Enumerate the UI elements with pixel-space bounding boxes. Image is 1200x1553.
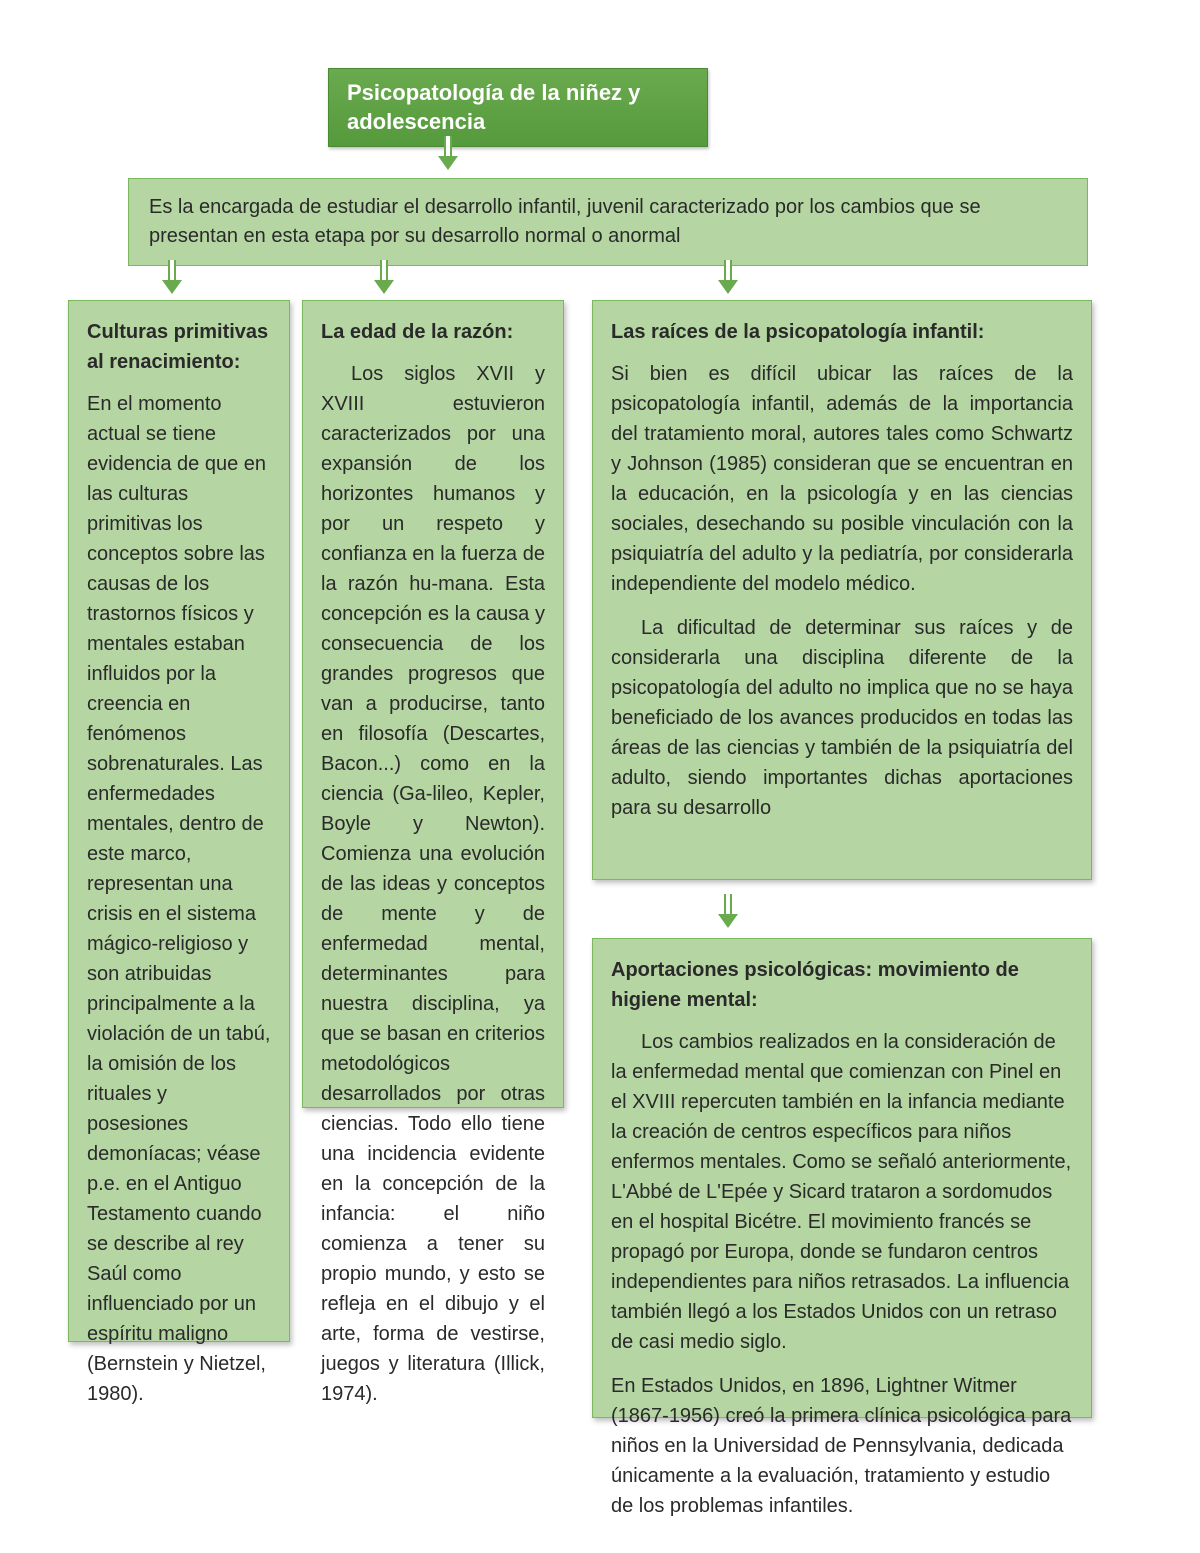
arrow-box3-box4: [718, 894, 738, 928]
box2-body: Los siglos XVII y XVIII estuvieron carac…: [321, 359, 545, 1409]
arrow-title-desc: [438, 136, 458, 170]
title-text: Psicopatología de la niñez y adolescenci…: [347, 80, 640, 134]
box-edad-razon: La edad de la razón: Los siglos XVII y X…: [302, 300, 564, 1108]
box-raices: Las raíces de la psicopatología infantil…: [592, 300, 1092, 880]
title-box: Psicopatología de la niñez y adolescenci…: [328, 68, 708, 147]
box2-heading: La edad de la razón:: [321, 317, 545, 347]
box3-p1: Si bien es difícil ubicar las raíces de …: [611, 359, 1073, 599]
box1-body: En el momento actual se tiene evidencia …: [87, 389, 271, 1409]
arrow-desc-box1: [162, 260, 182, 294]
description-text: Es la encargada de estudiar el desarroll…: [149, 196, 981, 247]
box1-heading: Culturas primitivas al renacimiento:: [87, 317, 271, 377]
box3-p2: La dificultad de determinar sus raíces y…: [611, 613, 1073, 823]
box4-p2: En Estados Unidos, en 1896, Lightner Wit…: [611, 1371, 1073, 1521]
box3-heading: Las raíces de la psicopatología infantil…: [611, 317, 1073, 347]
description-box: Es la encargada de estudiar el desarroll…: [128, 178, 1088, 266]
box4-p1: Los cambios realizados en la consideraci…: [611, 1027, 1073, 1357]
box-culturas-primitivas: Culturas primitivas al renacimiento: En …: [68, 300, 290, 1342]
arrow-desc-box3: [718, 260, 738, 294]
box4-heading: Aportaciones psicológicas: movimiento de…: [611, 955, 1073, 1015]
box-aportaciones: Aportaciones psicológicas: movimiento de…: [592, 938, 1092, 1418]
arrow-desc-box2: [374, 260, 394, 294]
